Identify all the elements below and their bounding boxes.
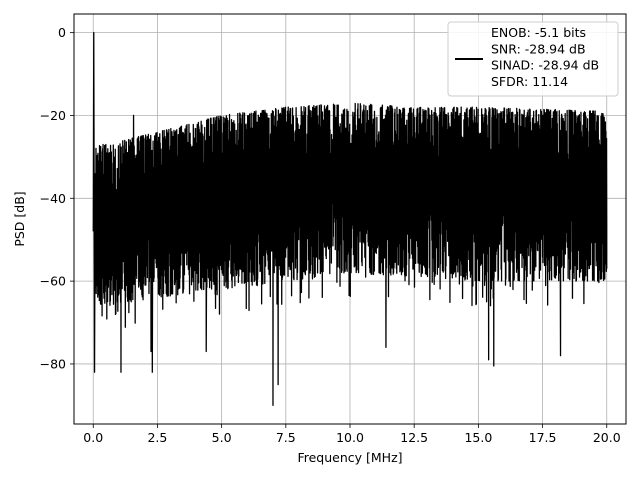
x-axis-label: Frequency [MHz] [297, 450, 402, 465]
x-tick-label: 20.0 [593, 430, 621, 445]
y-tick-label: −80 [40, 356, 66, 371]
legend-entry: SNR: -28.94 dB [491, 41, 586, 56]
y-axis-label: PSD [dB] [12, 191, 27, 246]
psd-series-line [92, 31, 608, 407]
x-tick-label: 12.5 [400, 430, 428, 445]
legend-box [447, 21, 619, 97]
x-axis: 0.0 2.5 5.0 7.5 10.0 12.5 15.0 17.5 20.0 [83, 424, 621, 445]
y-tick-label: −60 [40, 274, 66, 289]
x-tick-label: 2.5 [147, 430, 167, 445]
legend-entry: SFDR: 11.14 [491, 74, 568, 89]
x-tick-label: 17.5 [529, 430, 557, 445]
y-tick-label: 0 [58, 25, 66, 40]
x-tick-label: 7.5 [276, 430, 296, 445]
x-tick-label: 10.0 [336, 430, 364, 445]
y-tick-label: −20 [40, 108, 66, 123]
x-tick-label: 15.0 [464, 430, 492, 445]
legend-entry: ENOB: -5.1 bits [491, 25, 586, 40]
plot-area [92, 31, 608, 407]
y-axis: 0 −20 −40 −60 −80 [40, 25, 74, 371]
y-tick-label: −40 [40, 191, 66, 206]
x-tick-label: 5.0 [212, 430, 232, 445]
legend-entry: SINAD: -28.94 dB [491, 58, 599, 73]
x-tick-label: 0.0 [83, 430, 103, 445]
